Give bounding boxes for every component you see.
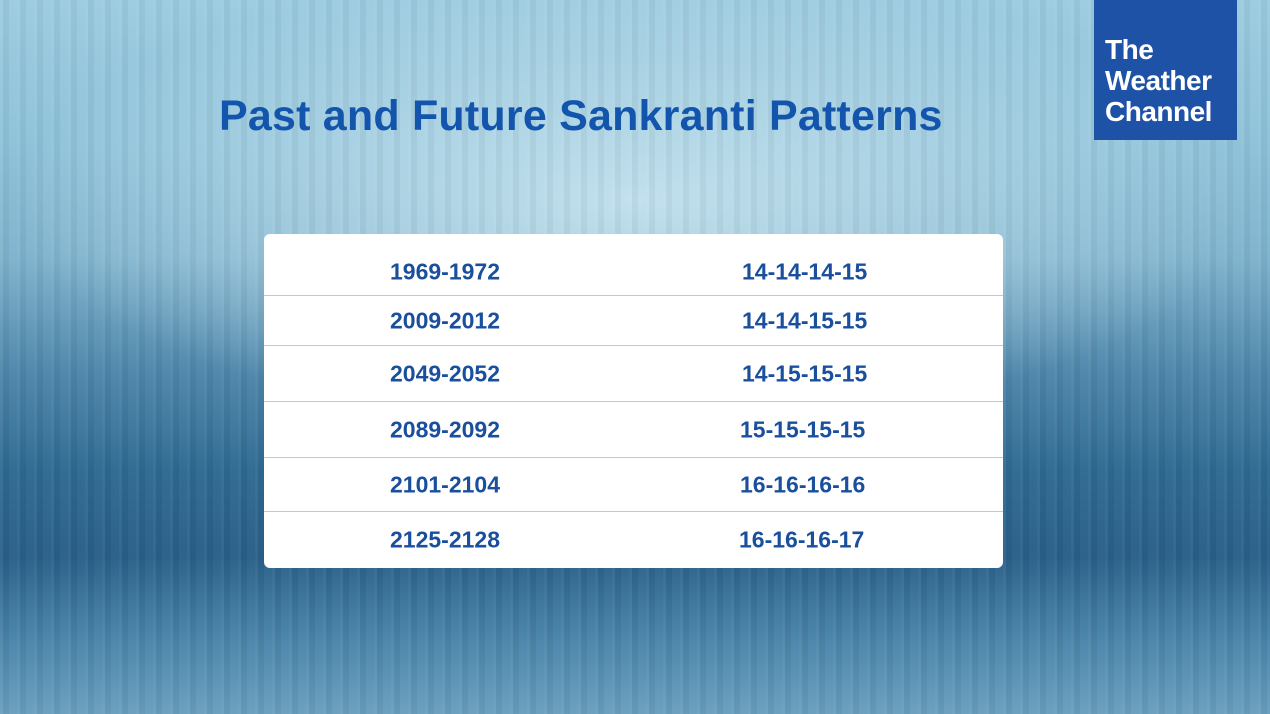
- pattern-cell: 14-14-15-15: [742, 307, 868, 333]
- table-row: 2101-2104 16-16-16-16: [264, 458, 1003, 512]
- table-row: 2009-2012 14-14-15-15: [264, 296, 1003, 346]
- logo-line-3: Channel: [1105, 96, 1212, 127]
- years-cell: 2089-2092: [390, 416, 500, 442]
- years-cell: 2049-2052: [390, 360, 500, 386]
- years-cell: 2101-2104: [390, 471, 500, 497]
- pattern-cell: 14-15-15-15: [742, 360, 868, 386]
- years-cell: 1969-1972: [390, 258, 500, 284]
- pattern-cell: 15-15-15-15: [740, 416, 866, 442]
- years-cell: 2009-2012: [390, 307, 500, 333]
- page-title: Past and Future Sankranti Patterns: [219, 92, 943, 140]
- logo-line-1: The: [1105, 34, 1154, 65]
- pattern-cell: 16-16-16-16: [740, 471, 866, 497]
- table-row: 2049-2052 14-15-15-15: [264, 346, 1003, 402]
- sankranti-table: 1969-1972 14-14-14-15 2009-2012 14-14-15…: [264, 234, 1003, 568]
- pattern-cell: 16-16-16-17: [739, 526, 865, 553]
- table-row: 1969-1972 14-14-14-15: [264, 234, 1003, 296]
- table-row: 2089-2092 15-15-15-15: [264, 402, 1003, 458]
- years-cell: 2125-2128: [390, 526, 500, 553]
- logo-line-2: Weather: [1105, 65, 1212, 96]
- pattern-cell: 14-14-14-15: [742, 258, 868, 284]
- table-row: 2125-2128 16-16-16-17: [264, 512, 1003, 568]
- weather-channel-logo[interactable]: The Weather Channel: [1094, 0, 1237, 140]
